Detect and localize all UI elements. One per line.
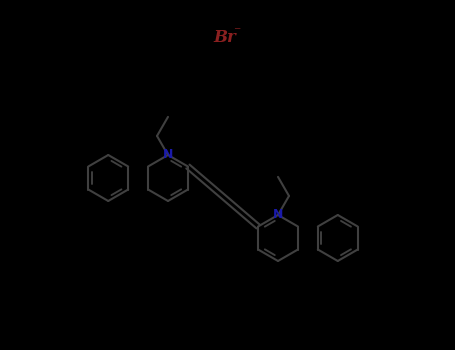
Text: Br: Br xyxy=(213,29,236,47)
Text: N: N xyxy=(273,209,283,222)
Text: N: N xyxy=(163,148,173,161)
Text: ⁻: ⁻ xyxy=(233,25,240,39)
